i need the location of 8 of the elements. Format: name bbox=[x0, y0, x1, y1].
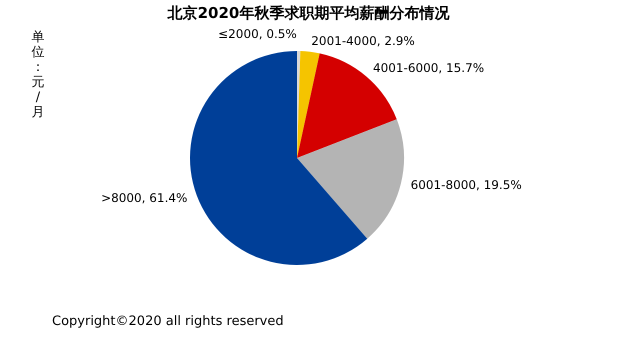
slice-label: 6001-8000, 19.5% bbox=[410, 178, 522, 192]
slice-label: ≤2000, 0.5% bbox=[218, 27, 297, 42]
slice-label: 2001-4000, 2.9% bbox=[311, 34, 415, 48]
slice-label: 4001-6000, 15.7% bbox=[372, 61, 484, 76]
text: Copyright©2020 all rights reserved bbox=[52, 314, 284, 329]
text: 单位：元/月 bbox=[30, 30, 46, 120]
chart-title: 北京2020年秋季求职期平均薪酬分布情况 bbox=[166, 4, 450, 23]
slice-label: >8000, 61.4% bbox=[101, 191, 188, 206]
